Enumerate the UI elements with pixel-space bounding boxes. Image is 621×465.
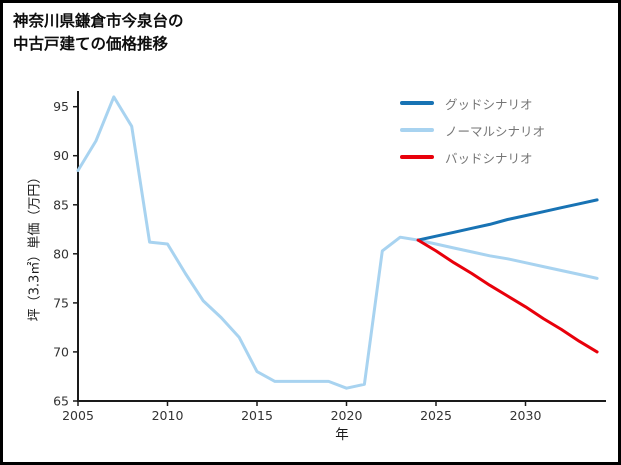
- legend-label: バッドシナリオ: [445, 150, 533, 166]
- x-tick-label: 2030: [510, 408, 542, 423]
- y-tick-label: 95: [53, 99, 69, 114]
- y-tick-label: 80: [53, 246, 69, 261]
- legend-swatch: [400, 128, 434, 132]
- legend-item-good: グッドシナリオ: [400, 94, 545, 112]
- y-tick-label: 75: [53, 295, 69, 310]
- y-tick-label: 70: [53, 344, 69, 359]
- chart-canvas: 2005 2010 2015 2020 2025 2030 65 70 75 80 85 90 95: [53, 91, 606, 423]
- legend-label: グッドシナリオ: [445, 96, 533, 112]
- legend-item-normal: ノーマルシナリオ: [400, 121, 545, 139]
- legend-swatch: [400, 101, 434, 105]
- y-tick-label: 85: [53, 197, 69, 212]
- y-tick-label: 65: [53, 394, 69, 409]
- x-tick-label: 2010: [152, 408, 184, 423]
- x-tick-label: 2025: [420, 408, 452, 423]
- x-axis-label: 年: [335, 427, 349, 443]
- series-line-1: [76, 95, 599, 390]
- chart-title: 神奈川県鎌倉市今泉台の 中古戸建ての価格推移: [13, 10, 184, 57]
- legend: グッドシナリオ ノーマルシナリオ バッドシナリオ: [400, 94, 545, 166]
- series-line-0: [416, 198, 599, 242]
- y-axis-label: 坪（3.3㎡）単価（万円）: [27, 170, 43, 322]
- x-tick-label: 2015: [241, 408, 273, 423]
- chart-title-line2: 中古戸建ての価格推移: [13, 35, 169, 54]
- legend-label: ノーマルシナリオ: [445, 123, 546, 139]
- legend-item-bad: バッドシナリオ: [400, 148, 545, 166]
- chart-title-line1: 神奈川県鎌倉市今泉台の: [13, 12, 184, 30]
- x-tick-label: 2005: [62, 408, 94, 423]
- series-line-2: [416, 238, 599, 354]
- y-tick-label: 90: [53, 148, 69, 163]
- legend-swatch: [400, 155, 434, 159]
- x-tick-label: 2020: [331, 408, 363, 423]
